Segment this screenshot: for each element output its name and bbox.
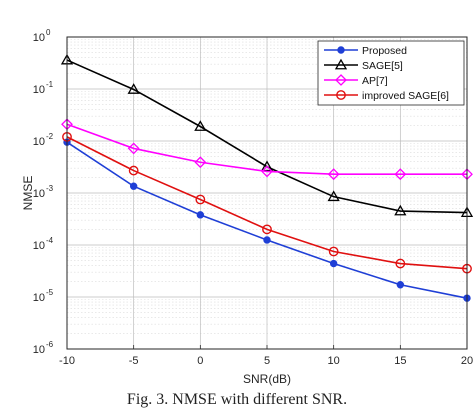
- data-point: [127, 142, 140, 155]
- legend-marker: [335, 74, 347, 86]
- series-layer: [60, 53, 474, 302]
- y-tick-exponent: -5: [46, 288, 54, 297]
- legend-entry: SAGE[5]: [324, 58, 403, 72]
- x-tick-label: 10: [328, 355, 340, 367]
- data-point: [127, 83, 140, 94]
- y-tick-exponent: -6: [46, 340, 54, 349]
- x-tick-label: -10: [59, 355, 75, 367]
- y-tick-label: 10: [33, 136, 45, 148]
- legend-marker: [337, 46, 345, 54]
- data-point: [394, 204, 407, 216]
- x-tick-labels: -10 -5 0 5 10 15 20: [59, 355, 473, 367]
- data-point: [196, 211, 205, 219]
- x-tick-label: 20: [461, 355, 473, 367]
- legend-entry: improved SAGE[6]: [324, 90, 449, 102]
- legend-marker: [336, 90, 346, 100]
- legend-label: AP[7]: [362, 75, 388, 87]
- legend-label: SAGE[5]: [362, 60, 403, 72]
- plot-frame: [66, 36, 468, 350]
- data-point: [396, 281, 405, 289]
- y-tick-exponent: 0: [46, 28, 51, 37]
- legend: Proposed SAGE[5] AP[7] improved SAGE[6]: [317, 40, 465, 106]
- data-point: [260, 160, 274, 172]
- data-point: [194, 120, 207, 131]
- legend-label: improved SAGE[6]: [362, 90, 449, 102]
- data-point: [329, 259, 338, 268]
- figure-caption: Fig. 3. NMSE with different SNR.: [126, 391, 348, 408]
- data-point: [262, 224, 272, 235]
- data-point: [395, 258, 406, 269]
- series-line: [66, 136, 468, 270]
- y-tick-label: 10: [33, 32, 45, 44]
- data-point: [327, 190, 340, 202]
- data-point: [129, 182, 138, 190]
- x-axis-label: SNR(dB): [243, 372, 291, 386]
- x-tick-label: 5: [264, 355, 270, 367]
- y-tick-label: 10: [33, 84, 45, 96]
- data-point: [328, 246, 339, 257]
- data-point: [195, 194, 206, 205]
- series-proposed: [63, 138, 471, 302]
- y-tick-label: 10: [33, 240, 45, 252]
- x-tick-label: 15: [394, 355, 406, 367]
- legend-marker: [334, 58, 348, 70]
- data-point: [327, 168, 340, 181]
- y-tick-label: 10: [33, 188, 45, 200]
- data-point: [194, 156, 207, 169]
- x-tick-label: 0: [197, 355, 203, 367]
- x-tick-label: -5: [129, 355, 139, 367]
- series-line: [66, 123, 467, 175]
- data-point: [261, 165, 273, 178]
- y-tick-exponent: -2: [46, 132, 54, 141]
- legend-entry: Proposed: [324, 45, 407, 57]
- data-point: [394, 168, 407, 181]
- data-point: [263, 236, 271, 244]
- legend-entry: AP[7]: [324, 74, 388, 87]
- y-tick-exponent: -1: [46, 80, 54, 89]
- y-tick-exponent: -4: [46, 236, 54, 245]
- y-axis-label: NMSE: [21, 176, 35, 211]
- legend-label: Proposed: [362, 45, 407, 57]
- y-tick-exponent: -3: [46, 184, 54, 193]
- y-tick-label: 10: [33, 292, 45, 304]
- y-tick-label: 10: [33, 344, 45, 356]
- data-point: [128, 165, 139, 176]
